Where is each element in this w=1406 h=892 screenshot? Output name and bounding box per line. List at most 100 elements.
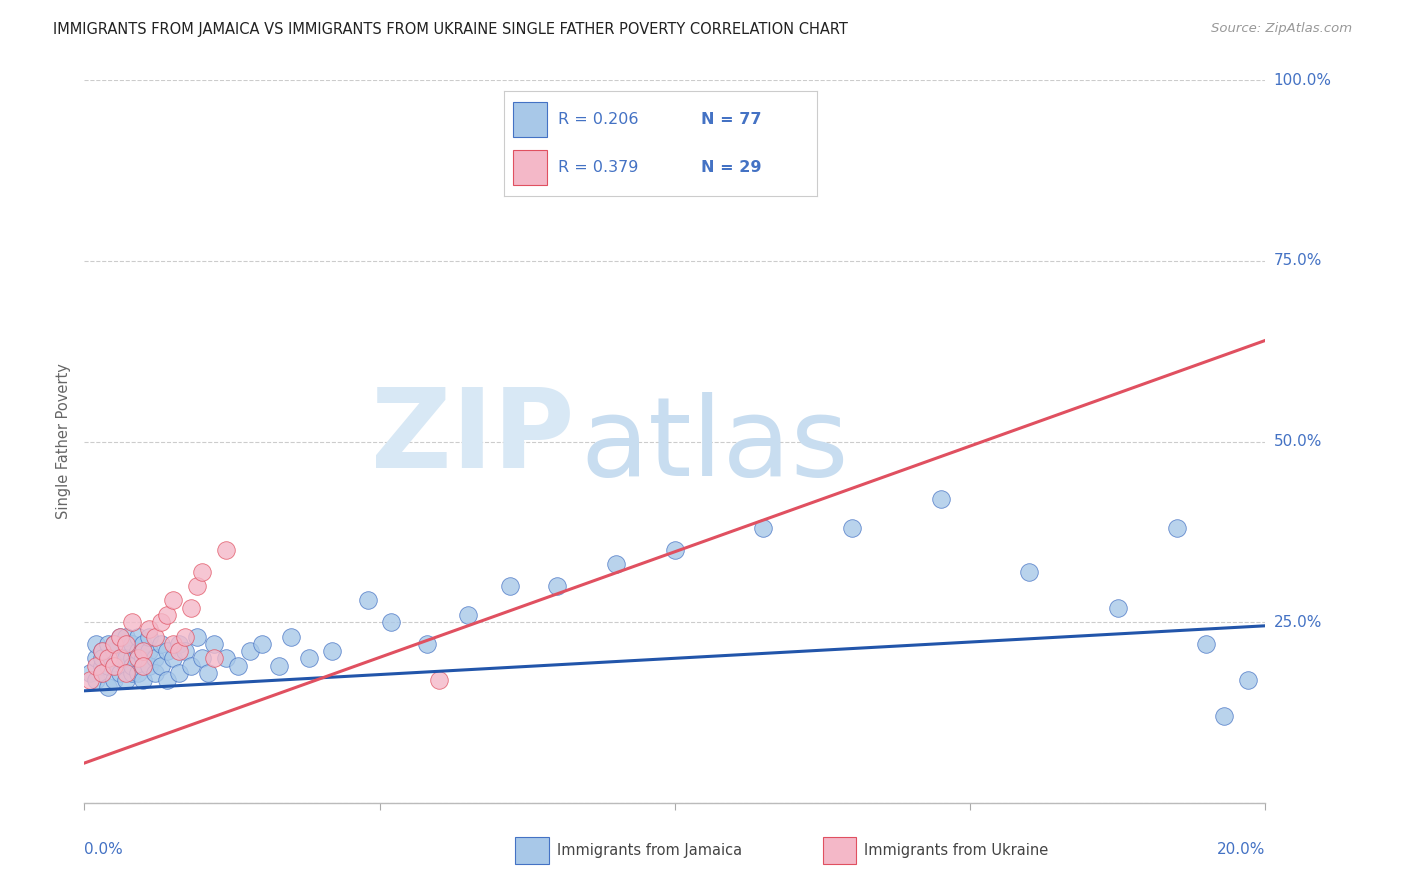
Point xyxy=(138,644,160,658)
Point xyxy=(103,637,125,651)
Point xyxy=(127,644,149,658)
Point xyxy=(186,579,208,593)
Point xyxy=(457,607,479,622)
Point xyxy=(121,665,143,680)
Point xyxy=(156,644,179,658)
Text: 20.0%: 20.0% xyxy=(1218,842,1265,856)
Point xyxy=(127,651,149,665)
Point xyxy=(143,651,166,665)
Point xyxy=(841,521,863,535)
Point xyxy=(132,658,155,673)
Point xyxy=(97,637,120,651)
Point xyxy=(114,644,136,658)
Point xyxy=(143,665,166,680)
Point xyxy=(162,637,184,651)
Point xyxy=(103,644,125,658)
Text: Immigrants from Jamaica: Immigrants from Jamaica xyxy=(557,843,742,858)
Point xyxy=(162,593,184,607)
Point xyxy=(1213,709,1236,723)
Point xyxy=(127,665,149,680)
Point xyxy=(84,673,107,687)
Point xyxy=(114,637,136,651)
Point xyxy=(186,630,208,644)
Y-axis label: Single Father Poverty: Single Father Poverty xyxy=(56,364,72,519)
Text: Immigrants from Ukraine: Immigrants from Ukraine xyxy=(863,843,1047,858)
Point xyxy=(156,607,179,622)
Point xyxy=(103,673,125,687)
Point xyxy=(108,630,131,644)
Point xyxy=(84,637,107,651)
Point xyxy=(91,644,114,658)
Point xyxy=(226,658,249,673)
Text: IMMIGRANTS FROM JAMAICA VS IMMIGRANTS FROM UKRAINE SINGLE FATHER POVERTY CORRELA: IMMIGRANTS FROM JAMAICA VS IMMIGRANTS FR… xyxy=(53,22,848,37)
Point xyxy=(1236,673,1258,687)
Point xyxy=(127,630,149,644)
Point xyxy=(97,651,120,665)
Point xyxy=(121,658,143,673)
Point xyxy=(380,615,402,630)
Text: ZIP: ZIP xyxy=(371,384,575,491)
Text: Source: ZipAtlas.com: Source: ZipAtlas.com xyxy=(1212,22,1353,36)
Point xyxy=(114,630,136,644)
Point xyxy=(121,637,143,651)
Point xyxy=(150,637,173,651)
Point xyxy=(132,637,155,651)
Point xyxy=(79,665,101,680)
Point xyxy=(197,665,219,680)
Point xyxy=(91,665,114,680)
Text: 25.0%: 25.0% xyxy=(1274,615,1322,630)
Point xyxy=(1166,521,1188,535)
Point xyxy=(162,651,184,665)
Point xyxy=(1018,565,1040,579)
Point xyxy=(108,651,131,665)
Text: atlas: atlas xyxy=(581,392,849,499)
Point xyxy=(132,651,155,665)
Point xyxy=(298,651,321,665)
Point xyxy=(121,615,143,630)
Point xyxy=(91,644,114,658)
Point xyxy=(280,630,302,644)
Point xyxy=(108,651,131,665)
Point xyxy=(121,651,143,665)
Point xyxy=(150,615,173,630)
FancyBboxPatch shape xyxy=(823,837,856,864)
Point xyxy=(103,658,125,673)
Point xyxy=(167,637,190,651)
Point xyxy=(114,673,136,687)
Text: 50.0%: 50.0% xyxy=(1274,434,1322,449)
Point xyxy=(180,600,202,615)
Point xyxy=(138,623,160,637)
Point xyxy=(215,651,238,665)
Point xyxy=(191,651,214,665)
Point xyxy=(91,658,114,673)
Point xyxy=(108,630,131,644)
Point xyxy=(215,542,238,557)
Point xyxy=(357,593,380,607)
Point xyxy=(321,644,343,658)
Point xyxy=(202,651,225,665)
Point xyxy=(132,644,155,658)
Point xyxy=(173,644,195,658)
Point xyxy=(79,673,101,687)
Point xyxy=(752,521,775,535)
Point xyxy=(605,558,627,572)
Point xyxy=(132,658,155,673)
Point xyxy=(1107,600,1129,615)
Point xyxy=(167,665,190,680)
Point xyxy=(114,665,136,680)
Point xyxy=(91,651,114,665)
Point xyxy=(929,492,952,507)
Point xyxy=(84,651,107,665)
Point xyxy=(416,637,439,651)
Point xyxy=(84,658,107,673)
Point xyxy=(546,579,568,593)
Text: 100.0%: 100.0% xyxy=(1274,73,1331,87)
Point xyxy=(91,665,114,680)
Point xyxy=(664,542,686,557)
Point xyxy=(138,658,160,673)
Point xyxy=(1195,637,1218,651)
Point xyxy=(143,630,166,644)
Point xyxy=(427,673,450,687)
Point xyxy=(103,637,125,651)
Text: 75.0%: 75.0% xyxy=(1274,253,1322,268)
